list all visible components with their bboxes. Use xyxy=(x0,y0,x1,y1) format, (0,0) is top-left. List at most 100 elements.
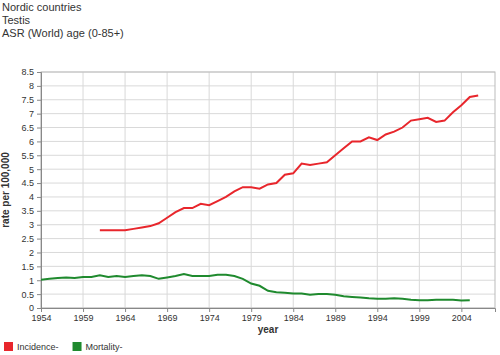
y-tick-mark xyxy=(37,155,41,156)
y-tick: 5.5 xyxy=(21,151,41,161)
y-tick-mark xyxy=(37,72,41,73)
x-tick-label: 2004 xyxy=(452,313,472,323)
y-tick: 4 xyxy=(29,192,41,202)
grid-line xyxy=(41,238,495,239)
x-tick: 1979 xyxy=(242,308,262,323)
y-axis: 00.511.522.533.544.555.566.577.588.5 xyxy=(21,67,41,313)
grid-line xyxy=(41,183,495,184)
grid-line xyxy=(125,72,126,308)
y-tick-mark xyxy=(37,211,41,212)
x-tick-mark xyxy=(335,308,336,312)
subtitle: Testis xyxy=(2,14,31,26)
grid-line xyxy=(41,252,495,253)
x-tick-mark xyxy=(209,308,210,312)
x-tick: 1999 xyxy=(410,308,430,323)
grid-line xyxy=(41,155,495,156)
grid-line xyxy=(41,224,495,225)
y-tick-label: 5 xyxy=(29,165,34,175)
data-line xyxy=(100,96,478,231)
y-tick-label: 2 xyxy=(29,248,34,258)
y-tick: 7.5 xyxy=(21,95,41,105)
grid-line xyxy=(41,280,495,281)
x-tick-mark xyxy=(419,308,420,312)
y-tick: 4.5 xyxy=(21,178,41,188)
y-tick: 1 xyxy=(29,276,41,286)
y-tick: 7 xyxy=(29,109,41,119)
legend-swatch xyxy=(4,342,13,351)
y-tick-mark xyxy=(37,183,41,184)
y-tick-label: 3.5 xyxy=(21,206,34,216)
x-tick-label: 1989 xyxy=(326,313,346,323)
y-tick-label: 7 xyxy=(29,109,34,119)
x-tick-label: 1974 xyxy=(200,313,220,323)
grid-line xyxy=(167,72,168,308)
x-axis-title: year xyxy=(258,324,279,335)
grid-line xyxy=(41,113,495,114)
legend: Incidence-Mortality- xyxy=(4,342,123,352)
y-tick-label: 8 xyxy=(29,81,34,91)
x-tick-mark xyxy=(167,308,168,312)
x-axis: 1954 1959 1964 1969 1974 1979 1984 1989 1994 1999… xyxy=(31,308,495,323)
grid-line xyxy=(461,72,462,308)
grid-line xyxy=(83,72,84,308)
x-tick-label: 1959 xyxy=(74,313,94,323)
grid-line xyxy=(41,141,495,142)
y-tick-mark xyxy=(37,239,41,240)
y-tick: 3.5 xyxy=(21,206,41,216)
y-tick-label: 7.5 xyxy=(21,95,34,105)
y-axis-line xyxy=(37,73,42,309)
y-tick-label: 1.5 xyxy=(21,262,34,272)
x-tick-mark xyxy=(293,308,294,312)
y-tick: 2.5 xyxy=(21,234,41,244)
y-tick-mark xyxy=(37,266,41,267)
y-tick-label: 1 xyxy=(29,276,34,286)
x-tick: 1964 xyxy=(116,308,136,323)
title: Nordic countries xyxy=(2,1,82,13)
grid-line xyxy=(41,266,495,267)
grid-line xyxy=(335,72,336,308)
legend-label: Mortality- xyxy=(86,342,123,352)
y-tick-mark xyxy=(37,294,41,295)
y-tick-label: 4.5 xyxy=(21,178,34,188)
grid-line xyxy=(41,99,495,100)
y-tick: 3 xyxy=(29,220,41,230)
x-tick-label: 1954 xyxy=(31,313,51,323)
y-tick-mark xyxy=(37,225,41,226)
y-tick-label: 3 xyxy=(29,220,34,230)
x-tick: 1984 xyxy=(284,308,304,323)
x-tick-mark xyxy=(125,308,126,312)
y-axis-title: rate per 100,000 xyxy=(0,152,11,228)
y-tick-label: 0.5 xyxy=(21,289,34,299)
grid-line xyxy=(41,294,495,295)
grid-line xyxy=(251,72,252,308)
x-tick-mark xyxy=(251,308,252,312)
x-tick: 1969 xyxy=(158,308,178,323)
y-tick-mark xyxy=(37,100,41,101)
x-tick: 1994 xyxy=(368,308,388,323)
grid-line xyxy=(419,72,420,308)
y-tick-mark xyxy=(37,308,41,309)
y-tick: 5 xyxy=(29,165,41,175)
y-tick-mark xyxy=(37,252,41,253)
y-tick-label: 5.5 xyxy=(21,151,34,161)
y-tick: 0.5 xyxy=(21,289,41,299)
y-tick-mark xyxy=(37,114,41,115)
y-tick-mark xyxy=(37,280,41,281)
data-line xyxy=(41,274,470,300)
y-tick-label: 8.5 xyxy=(21,67,34,77)
y-tick: 6 xyxy=(29,137,41,147)
x-tick-mark xyxy=(377,308,378,312)
x-tick-label: 1999 xyxy=(410,313,430,323)
x-tick-label: 1979 xyxy=(242,313,262,323)
subtitle: ASR (World) age (0-85+) xyxy=(2,27,124,39)
grid-line xyxy=(209,72,210,308)
x-tick: 1954 xyxy=(31,308,51,323)
y-tick: 2 xyxy=(29,248,41,258)
y-tick-mark xyxy=(37,86,41,87)
y-tick: 6.5 xyxy=(21,123,41,133)
x-tick-mark xyxy=(461,308,462,312)
y-tick: 1.5 xyxy=(21,262,41,272)
legend-item: Mortality- xyxy=(73,342,123,352)
grid-line xyxy=(41,127,495,128)
x-tick: 1989 xyxy=(326,308,346,323)
